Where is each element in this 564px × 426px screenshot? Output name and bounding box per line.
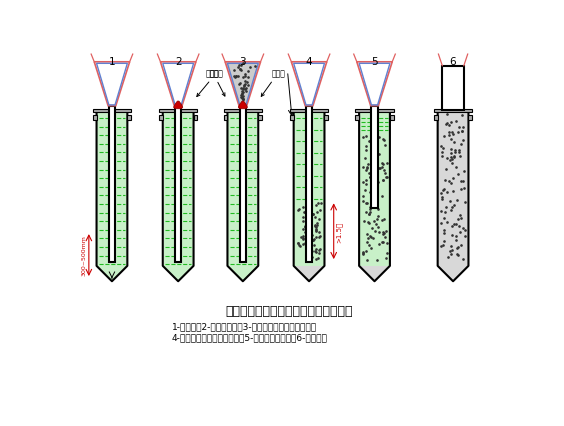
Text: 6: 6 [450, 57, 456, 67]
Polygon shape [98, 266, 126, 282]
Text: 导管法灌注水下混凝土的全过程示意图: 导管法灌注水下混凝土的全过程示意图 [225, 305, 353, 318]
Polygon shape [174, 102, 183, 109]
Bar [355, 115, 359, 121]
Polygon shape [228, 266, 258, 282]
Bar [98, 112, 126, 266]
Bar [324, 115, 328, 121]
Bar [159, 109, 197, 112]
Bar [159, 115, 163, 121]
Text: 1: 1 [109, 57, 115, 67]
Polygon shape [225, 63, 261, 106]
Bar [355, 109, 394, 112]
Text: 4-起拔封口板，初灌混凝土；5-连续灌注混凝土；6-起拔护筒: 4-起拔封口板，初灌混凝土；5-连续灌注混凝土；6-起拔护筒 [172, 332, 328, 341]
Bar [92, 115, 96, 121]
Bar [294, 201, 324, 266]
Bar [290, 115, 294, 121]
Bar [438, 112, 468, 266]
Text: 300~500mm: 300~500mm [82, 235, 86, 276]
Bar [175, 107, 181, 262]
Bar [92, 109, 131, 112]
Text: 4: 4 [306, 57, 312, 67]
Text: 5: 5 [371, 57, 378, 67]
Text: 封口板: 封口板 [197, 69, 223, 97]
Text: 1-下导管；2-放置封口板；3-在灌注漏斗中装入混凝土；: 1-下导管；2-放置封口板；3-在灌注漏斗中装入混凝土； [172, 322, 317, 331]
Bar [223, 109, 262, 112]
Bar [240, 107, 246, 262]
Bar [434, 115, 438, 121]
Polygon shape [294, 266, 324, 282]
Bar [164, 112, 193, 266]
Bar [360, 112, 389, 266]
Bar [360, 132, 389, 266]
Bar [434, 109, 472, 112]
Bar [290, 109, 328, 112]
Polygon shape [164, 266, 193, 282]
Bar [193, 115, 197, 121]
Bar [228, 112, 258, 266]
Text: 3: 3 [240, 57, 246, 67]
Bar [306, 107, 312, 262]
Bar [223, 115, 227, 121]
Bar [258, 115, 262, 121]
Bar [127, 115, 131, 121]
Bar [372, 107, 378, 209]
Text: 封口板: 封口板 [261, 69, 285, 97]
Bar [109, 107, 115, 262]
Text: >1.5米: >1.5米 [336, 221, 342, 242]
Bar [294, 112, 324, 266]
Bar [442, 66, 464, 110]
Polygon shape [360, 266, 389, 282]
Polygon shape [438, 266, 468, 282]
Polygon shape [238, 102, 248, 109]
Text: 2: 2 [175, 57, 182, 67]
Bar [469, 115, 472, 121]
Bar [390, 115, 394, 121]
Text: 封口板: 封口板 [206, 69, 225, 97]
